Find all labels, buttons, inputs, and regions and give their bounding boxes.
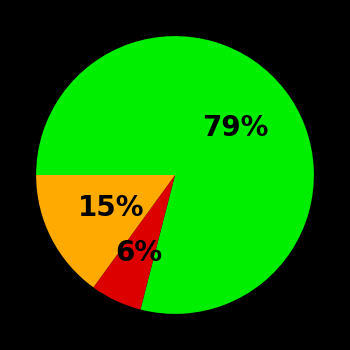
Text: 15%: 15%	[77, 194, 144, 222]
Text: 79%: 79%	[202, 114, 268, 142]
Wedge shape	[93, 175, 175, 309]
Wedge shape	[36, 36, 314, 314]
Wedge shape	[36, 175, 175, 287]
Text: 6%: 6%	[115, 239, 162, 267]
